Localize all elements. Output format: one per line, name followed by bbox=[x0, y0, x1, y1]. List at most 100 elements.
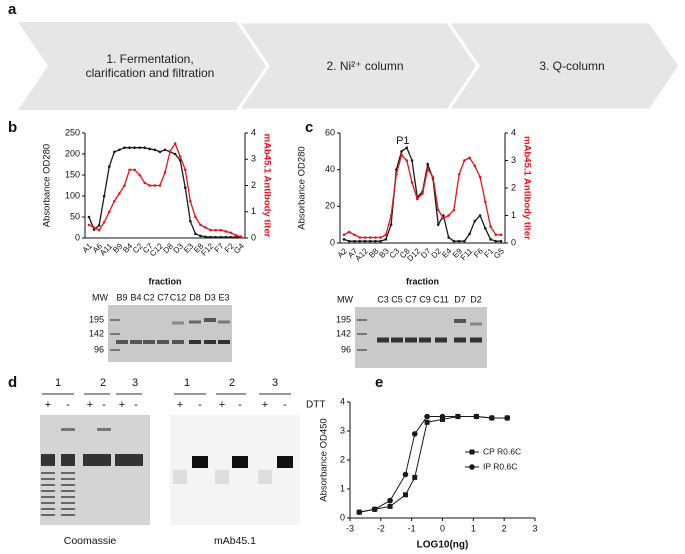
gel-band bbox=[61, 454, 75, 466]
gel-band bbox=[435, 337, 447, 343]
gel-band bbox=[97, 428, 111, 431]
point bbox=[478, 214, 482, 217]
sign-label: - bbox=[238, 399, 242, 411]
gel-band bbox=[470, 337, 482, 343]
lane-label: C3 bbox=[377, 294, 389, 304]
gel-band bbox=[115, 454, 129, 466]
point bbox=[234, 234, 238, 237]
point bbox=[403, 492, 408, 498]
point bbox=[473, 413, 480, 420]
point bbox=[209, 228, 212, 232]
y2-axis-title: mAb45.1 Antibody titer bbox=[261, 134, 272, 238]
point bbox=[447, 214, 450, 217]
gel-label: MW bbox=[337, 294, 353, 304]
y2-axis-title: mAb45.1 Antibody titer bbox=[521, 136, 532, 240]
point bbox=[431, 175, 435, 179]
gel-band bbox=[172, 340, 184, 344]
gel-caption: Coomassie bbox=[64, 535, 117, 547]
point bbox=[468, 232, 471, 236]
point bbox=[194, 232, 197, 236]
gel-band bbox=[173, 470, 187, 484]
point bbox=[178, 155, 182, 158]
point bbox=[379, 239, 382, 243]
gel-band bbox=[470, 322, 482, 326]
gel-band bbox=[41, 508, 55, 510]
ladder-band bbox=[110, 319, 120, 321]
group-label: 2 bbox=[100, 377, 106, 389]
y-tick-label: 50 bbox=[70, 211, 80, 221]
point bbox=[199, 223, 202, 227]
point bbox=[489, 238, 492, 241]
point bbox=[389, 223, 393, 226]
lane-label: C9 bbox=[419, 294, 431, 304]
gel-band bbox=[218, 340, 230, 344]
gel-band bbox=[61, 478, 75, 480]
legend-marker bbox=[469, 449, 475, 455]
point bbox=[92, 228, 96, 231]
y-tick-label: 0 bbox=[330, 237, 335, 247]
gel-band bbox=[277, 456, 293, 468]
y-tick-label: 60 bbox=[325, 127, 335, 137]
x-tick-label: -3 bbox=[346, 523, 354, 533]
point bbox=[189, 199, 192, 203]
point bbox=[214, 228, 217, 232]
lane-label: D8 bbox=[189, 292, 201, 302]
point bbox=[163, 148, 167, 152]
gel-band bbox=[41, 472, 55, 474]
point bbox=[118, 148, 121, 152]
y-tick-label: 20 bbox=[325, 201, 335, 211]
y-tick-label: 0 bbox=[75, 232, 80, 242]
x-tick-label: 0 bbox=[440, 523, 445, 533]
point bbox=[204, 235, 207, 239]
gel-band bbox=[97, 454, 111, 466]
point bbox=[113, 150, 116, 154]
point bbox=[123, 184, 126, 187]
gel-band bbox=[189, 340, 201, 344]
gel-band bbox=[172, 321, 184, 325]
marker-label: 142 bbox=[336, 328, 351, 338]
point bbox=[473, 219, 477, 223]
point bbox=[494, 239, 498, 243]
point bbox=[173, 152, 177, 156]
lane-label: C12 bbox=[170, 292, 187, 302]
annotation: P1 bbox=[396, 135, 409, 147]
gel-band bbox=[61, 484, 75, 486]
point bbox=[214, 235, 217, 239]
y2-tick-label: 2 bbox=[511, 182, 516, 192]
point bbox=[463, 159, 466, 162]
gel-band bbox=[41, 490, 55, 492]
y2-tick-label: 1 bbox=[511, 210, 516, 220]
marker-label: 195 bbox=[336, 314, 351, 324]
point bbox=[356, 509, 363, 515]
point bbox=[113, 199, 116, 203]
point bbox=[123, 146, 126, 149]
point bbox=[410, 181, 414, 184]
point bbox=[455, 413, 461, 420]
point bbox=[148, 184, 152, 187]
ladder-band bbox=[110, 349, 120, 351]
panel-label: b bbox=[8, 119, 17, 136]
gel bbox=[108, 305, 232, 362]
gel-caption: mAb45.1 bbox=[214, 535, 256, 547]
point bbox=[374, 239, 377, 243]
gel-band bbox=[419, 337, 431, 343]
x-tick-label: 2 bbox=[502, 523, 507, 533]
panel-label: c bbox=[305, 119, 313, 136]
gel-band bbox=[204, 318, 216, 322]
y2-tick-label: 1 bbox=[251, 206, 256, 216]
point bbox=[97, 224, 101, 227]
point bbox=[107, 165, 111, 168]
sign-label: + bbox=[177, 399, 183, 411]
point bbox=[411, 431, 418, 437]
y-tick-label: 40 bbox=[325, 164, 335, 174]
series-line bbox=[88, 147, 241, 238]
point bbox=[400, 150, 403, 153]
point bbox=[158, 184, 162, 187]
lane-label: C7 bbox=[157, 292, 169, 302]
ladder-band bbox=[357, 349, 367, 351]
gel-band bbox=[377, 337, 389, 343]
legend-label: IP R0.6C bbox=[483, 461, 517, 471]
x-tick-label: 1 bbox=[471, 523, 476, 533]
